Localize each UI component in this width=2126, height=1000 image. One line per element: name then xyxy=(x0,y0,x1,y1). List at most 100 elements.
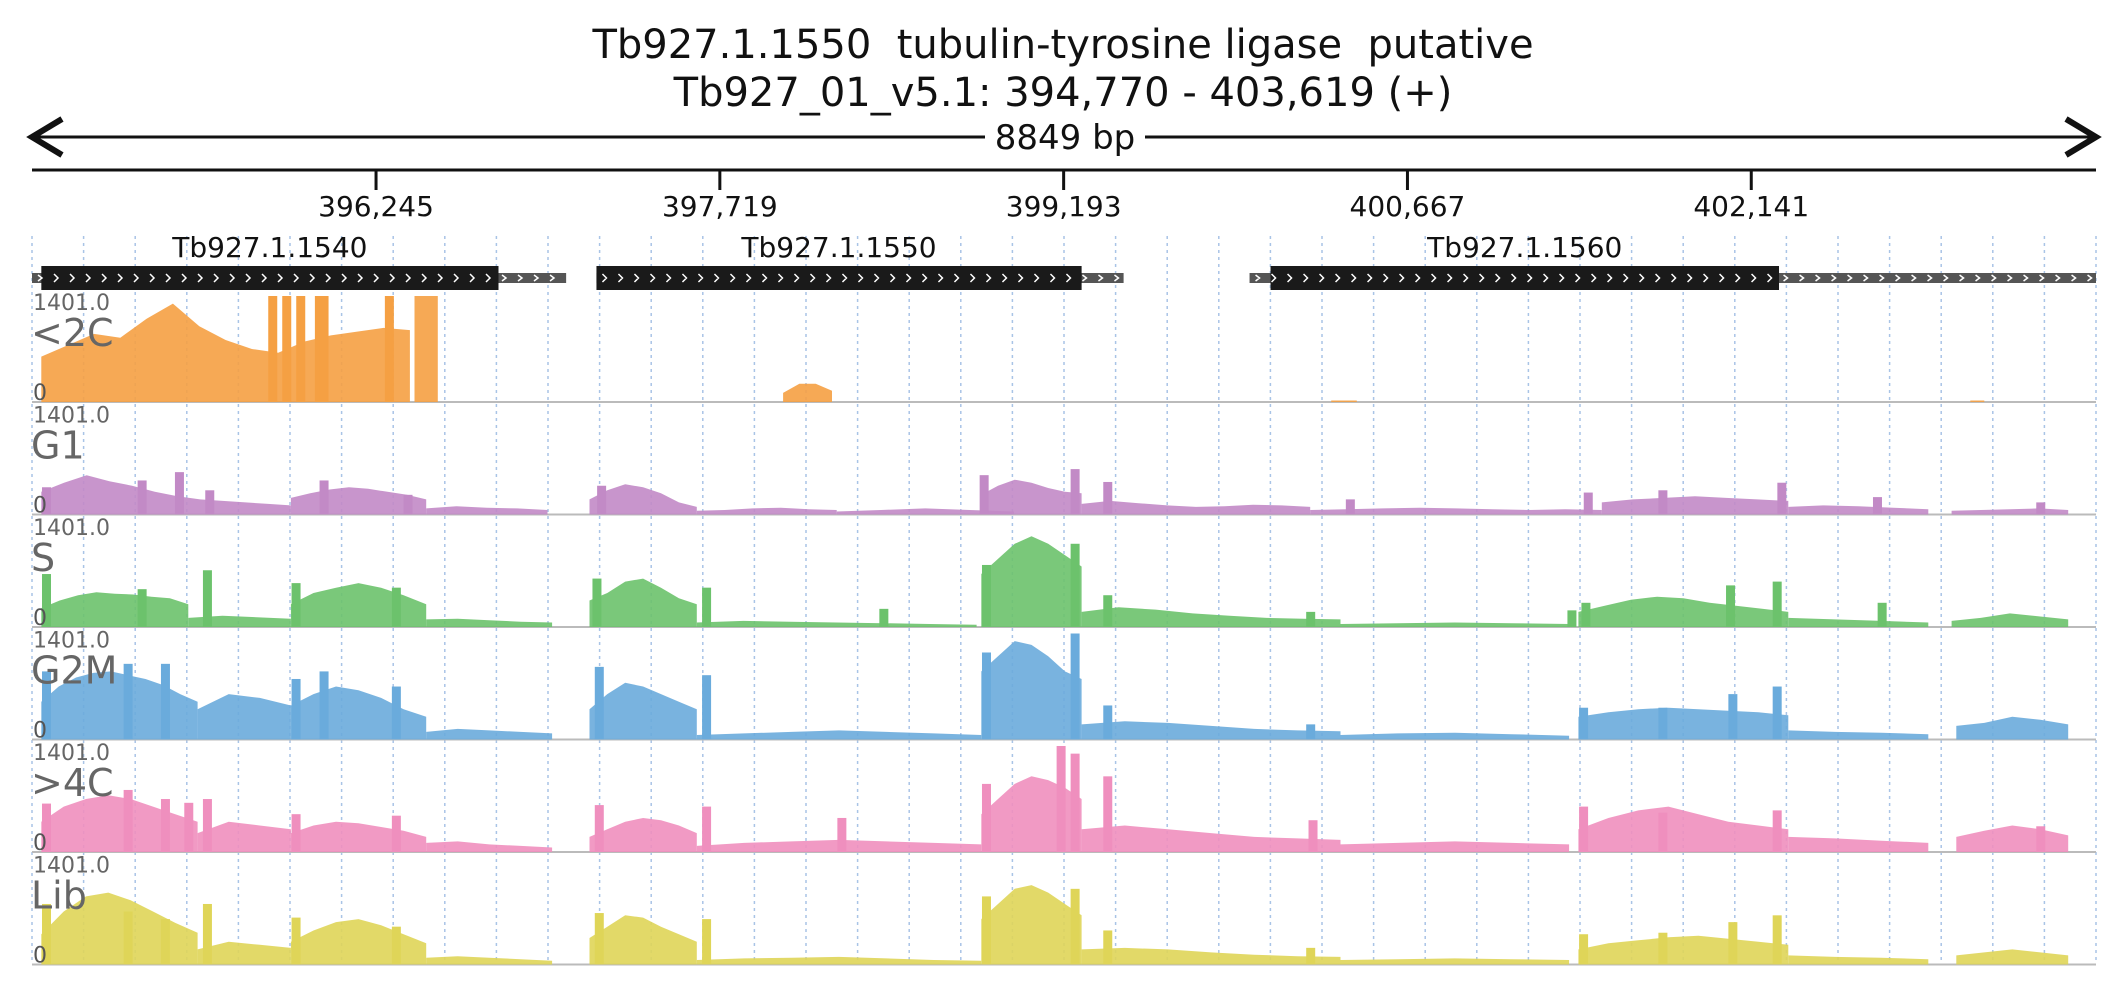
coverage-area xyxy=(981,479,1082,515)
coverage-spike xyxy=(594,913,604,965)
coverage-spike xyxy=(403,494,413,515)
coverage-spike xyxy=(160,919,170,965)
coverage-area xyxy=(1788,505,1929,515)
coverage-area xyxy=(1081,825,1341,852)
coverage-area xyxy=(41,475,291,515)
coverage-spike xyxy=(1070,633,1080,740)
coverage-spike xyxy=(981,652,991,740)
track-name: G2M xyxy=(31,649,117,693)
coverage-spike xyxy=(1579,806,1589,852)
coverage-spike xyxy=(1877,602,1887,627)
coverage-area xyxy=(589,682,697,740)
coverage-spike xyxy=(184,802,194,852)
coverage-spike xyxy=(1583,492,1593,515)
coverage-area xyxy=(41,671,198,740)
coverage-area xyxy=(1340,958,1570,965)
coverage-area xyxy=(1331,400,1357,402)
gene-Tb927.1.1550: Tb927.1.1550 xyxy=(596,231,1124,290)
coverage-area xyxy=(1081,721,1341,740)
coverage-area xyxy=(836,508,1014,515)
coverage-spike xyxy=(1772,686,1782,740)
track-name: G1 xyxy=(31,424,85,468)
coverage-area xyxy=(981,776,1082,852)
track-max-label: 1401.0 xyxy=(33,404,110,429)
coverage-spike xyxy=(594,666,604,740)
track-max-label: 1401.0 xyxy=(33,516,110,541)
coverage-spike xyxy=(1728,922,1738,965)
coverage-area xyxy=(1340,732,1570,740)
gene-label: Tb927.1.1550 xyxy=(740,231,936,264)
gene-label: Tb927.1.1560 xyxy=(1426,231,1622,264)
gene-cds xyxy=(1270,266,1780,290)
strand-arrows xyxy=(601,273,1120,283)
track-zero-label: 0 xyxy=(33,606,47,631)
coverage-spike xyxy=(291,678,301,740)
coverage-spike xyxy=(1070,469,1080,515)
coverage-area xyxy=(589,915,697,965)
x-tick-label: 400,667 xyxy=(1350,190,1466,223)
coverage-spike xyxy=(291,814,301,852)
coverage-spike xyxy=(702,806,712,852)
gene-cds xyxy=(596,266,1082,290)
coverage-area xyxy=(696,730,982,740)
coverage-spike xyxy=(41,803,51,852)
track-2: 1401.0S 0 xyxy=(31,516,2096,631)
coverage-spike xyxy=(1658,707,1668,740)
track-name: S xyxy=(31,536,55,580)
coverage-spike xyxy=(1345,499,1355,515)
coverage-area xyxy=(414,296,438,402)
gene-Tb927.1.1540: Tb927.1.1540 xyxy=(32,231,567,290)
coverage-area xyxy=(1340,841,1570,852)
coverage-area xyxy=(1340,622,1570,627)
coverage-spike xyxy=(981,896,991,965)
coverage-spike xyxy=(1103,705,1113,740)
x-tick-label: 397,719 xyxy=(662,190,778,223)
coverage-area xyxy=(589,818,697,852)
coverage-spike xyxy=(205,490,215,515)
coverage-tracks: 1401.0<2C01401.0G101401.0S01401.0G2M0140… xyxy=(31,291,2096,969)
coverage-area xyxy=(1081,947,1341,965)
track-max-label: 1401.0 xyxy=(33,629,110,654)
coverage-spike xyxy=(837,817,847,852)
coverage-spike xyxy=(268,296,278,402)
coverage-spike xyxy=(2036,826,2046,852)
coverage-spike xyxy=(2036,502,2046,515)
coverage-spike xyxy=(391,686,401,740)
coverage-area xyxy=(1310,507,1602,515)
coverage-area xyxy=(290,821,427,852)
coverage-area xyxy=(1956,716,2069,740)
strand-arrows xyxy=(37,273,556,283)
coverage-spike xyxy=(391,815,401,852)
coverage-spike xyxy=(1070,543,1080,627)
coverage-spike xyxy=(981,564,991,627)
coverage-spike xyxy=(137,589,147,627)
coverage-spike xyxy=(1103,776,1113,852)
coverage-area xyxy=(783,383,832,402)
coverage-spike xyxy=(319,480,329,515)
coverage-area xyxy=(1970,400,1985,402)
coverage-spike xyxy=(123,789,133,852)
coverage-area xyxy=(1951,613,2069,627)
coverage-spike xyxy=(1772,581,1782,627)
coverage-spike xyxy=(1070,888,1080,965)
coverage-area xyxy=(981,641,1082,740)
coverage-spike xyxy=(1070,753,1080,852)
coverage-area xyxy=(1788,836,1929,852)
coverage-area xyxy=(1788,617,1929,627)
coverage-area xyxy=(696,620,977,627)
coverage-spike xyxy=(160,799,170,852)
coverage-area xyxy=(1081,607,1341,627)
coverage-spike xyxy=(291,917,301,965)
coverage-spike xyxy=(160,663,170,740)
coverage-area xyxy=(188,615,291,627)
coverage-spike xyxy=(41,574,51,627)
coverage-spike xyxy=(1726,585,1736,627)
coverage-area xyxy=(1956,825,2069,852)
track-name: Lib xyxy=(31,874,87,918)
track-zero-label: 0 xyxy=(33,831,47,856)
coverage-area xyxy=(696,956,982,965)
coverage-spike xyxy=(319,671,329,740)
coverage-spike xyxy=(1567,610,1577,627)
